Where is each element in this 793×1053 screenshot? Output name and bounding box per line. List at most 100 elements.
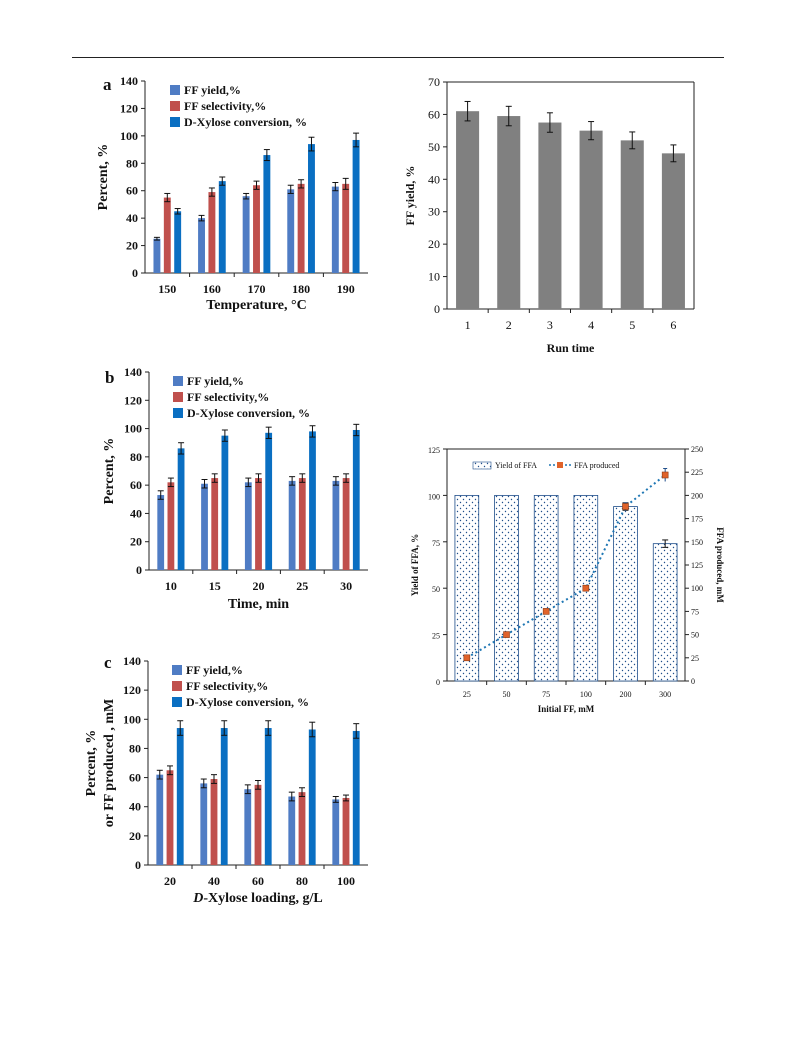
bar-a-s2-3 [308, 144, 315, 273]
y-tick-label: 100 [123, 712, 141, 726]
bar-a-s2-4 [352, 139, 360, 273]
x-tick-label: 190 [337, 282, 355, 296]
x-axis-title: Time, min [228, 597, 289, 612]
y-tick-label: 0 [136, 563, 142, 577]
x-tick-label: 180 [292, 282, 310, 296]
y2-tick-label: 50 [691, 631, 699, 640]
x-tick-label: 30 [340, 579, 352, 593]
legend-marker-ffa-produced [557, 462, 563, 468]
bar-run-s0-3 [579, 130, 603, 309]
x-tick-label: 40 [208, 874, 220, 888]
x-tick-label: 15 [209, 579, 221, 593]
x-tick-label: 150 [158, 282, 176, 296]
bar-c-s2-3 [308, 729, 316, 865]
y-axis-title-line2: or FF produced , mM [102, 699, 117, 827]
y-tick-label: 0 [434, 302, 440, 316]
bar-c-s1-3 [298, 792, 306, 865]
chart-panel-c: 0 20 40 60 80 100 120 140 20 40 60 80 100 Percent, % o… [84, 653, 368, 906]
y2-tick-label: 75 [691, 607, 699, 616]
y-tick-label: 10 [428, 270, 440, 284]
y-tick-label: 30 [428, 205, 440, 219]
legend-label-1: FF selectivity,% [187, 390, 269, 404]
chart-panel-run: 0 10 20 30 40 50 60 70 1 2 3 4 5 6 FF yield, % Run time [403, 75, 695, 355]
y-tick-label: 20 [126, 239, 138, 253]
legend-swatch-1 [170, 101, 180, 111]
y-tick-label: 60 [129, 771, 141, 785]
bar-c-s1-2 [254, 784, 262, 865]
bar-b-s2-2 [265, 432, 273, 570]
ffa-produced-point-4 [622, 503, 629, 510]
chart-panel-a: 0 20 40 60 80 100 120 140 150 160 170 180 190 Percent… [96, 74, 368, 313]
x-axis-title-italic-part: D [192, 891, 203, 906]
bar-a-s2-0 [174, 211, 182, 273]
x-axis-title: Initial FF, mM [538, 704, 595, 714]
bar-a-s1-1 [208, 192, 216, 273]
y-tick-label: 20 [129, 829, 141, 843]
y-tick-label: 40 [428, 172, 440, 186]
x-tick-label: 1 [465, 318, 471, 332]
y2-tick-label: 225 [691, 468, 703, 477]
bar-a-s0-4 [331, 186, 339, 273]
ffa-produced-point-5 [661, 471, 669, 479]
chart-panel-b: 0 20 40 60 80 100 120 140 10 15 20 25 30 Percent, % Ti… [102, 365, 368, 612]
legend-label-2: D-Xylose conversion, % [186, 695, 309, 709]
page-header-rule [72, 57, 724, 58]
bar-ffa-s0-1 [494, 494, 519, 682]
bar-ffa-s0-2 [533, 494, 559, 682]
y-tick-label: 50 [432, 585, 440, 594]
x-tick-label: 200 [620, 690, 632, 699]
y2-tick-label: 175 [691, 515, 703, 524]
bar-a-s1-0 [163, 197, 171, 273]
x-tick-label: 3 [547, 318, 553, 332]
x-axis-title: D-Xylose loading, g/L [192, 891, 323, 906]
y-tick-label: 80 [126, 156, 138, 170]
legend-swatch-0 [170, 85, 180, 95]
y-axis-title: Percent, % [96, 144, 111, 211]
legend-swatch-1 [173, 392, 183, 402]
bar-c-s1-0 [166, 770, 174, 865]
x-tick-label: 5 [629, 318, 635, 332]
bar-b-s1-1 [211, 478, 219, 570]
x-tick-label: 100 [337, 874, 355, 888]
x-tick-label: 4 [588, 318, 594, 332]
y-tick-label: 40 [129, 800, 141, 814]
bar-b-s1-2 [255, 478, 262, 570]
bar-b-s0-1 [201, 483, 208, 570]
y-tick-label: 100 [428, 492, 440, 501]
x-tick-label: 75 [542, 690, 550, 699]
ffa-produced-point-3 [582, 584, 590, 592]
ffa-produced-point-2 [542, 608, 550, 615]
y-tick-label: 0 [135, 858, 141, 872]
y-tick-label: 140 [124, 365, 142, 379]
y2-tick-label: 250 [691, 445, 703, 454]
panel-label-c: c [104, 653, 112, 672]
bar-b-s2-4 [352, 429, 360, 570]
legend-swatch-2 [173, 408, 183, 418]
y-tick-label: 70 [428, 75, 440, 89]
y-tick-label: 0 [132, 266, 138, 280]
bar-c-s1-1 [210, 779, 218, 865]
panel-label-a: a [103, 75, 112, 94]
x-tick-label: 170 [248, 282, 266, 296]
y-tick-label: 20 [428, 237, 440, 251]
x-tick-label: 25 [463, 690, 471, 699]
legend-label-1: FF selectivity,% [186, 679, 268, 693]
x-tick-label: 2 [506, 318, 512, 332]
legend-label-ffa-produced: FFA produced [574, 461, 619, 470]
bar-a-s1-4 [342, 183, 350, 273]
y2-axis-title: FFA produced, mM [715, 527, 725, 603]
bar-c-s2-4 [352, 730, 360, 865]
y-axis-title: Percent, % [102, 438, 117, 505]
y-tick-label: 120 [123, 683, 141, 697]
y-tick-label: 120 [120, 101, 138, 115]
y-tick-label: 60 [126, 184, 138, 198]
y-tick-label: 20 [130, 535, 142, 549]
y-tick-label: 75 [432, 539, 440, 548]
y-axis-title: Yield of FFA, % [410, 534, 420, 597]
bar-ffa-s0-5 [652, 543, 678, 682]
y2-tick-label: 0 [691, 677, 695, 686]
legend-swatch-1 [172, 681, 182, 691]
y-tick-label: 140 [120, 74, 138, 88]
